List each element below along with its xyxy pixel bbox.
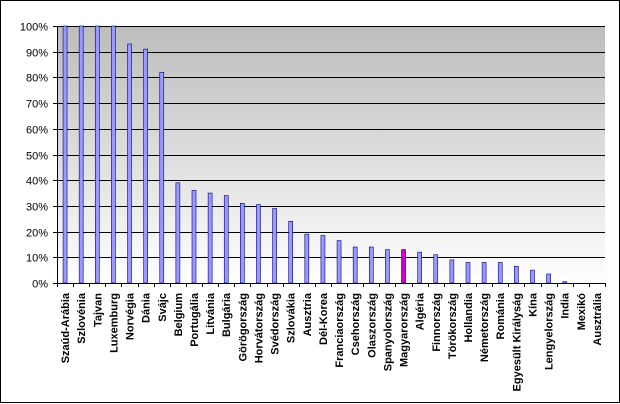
bar	[207, 192, 213, 284]
axes	[53, 26, 606, 287]
x-tick-label: Spanyolország	[382, 293, 394, 371]
bar	[288, 221, 294, 284]
bar	[385, 249, 390, 284]
x-tick-label: Franciaország	[334, 293, 346, 368]
x-tick-label: Norvégia	[125, 292, 137, 340]
bar	[94, 25, 100, 284]
bar	[417, 251, 422, 284]
bar	[143, 48, 148, 284]
bar	[127, 43, 132, 284]
x-tick-label: Németország	[479, 293, 491, 362]
x-tick-label: Svájc	[157, 293, 169, 322]
y-tick-label: 60%	[26, 125, 48, 137]
x-tick-label: Horvátország	[253, 293, 265, 363]
y-tick-label: 70%	[26, 99, 48, 111]
x-tick-label: Magyarország	[399, 293, 411, 367]
x-tick-label: Szlovákia	[286, 292, 298, 343]
plot-area	[57, 26, 605, 283]
x-tick-label: Dánia	[141, 292, 153, 323]
y-tick-label: 80%	[26, 73, 48, 85]
x-tick-label: Törökország	[447, 293, 459, 359]
x-tick-label: Portugália	[189, 292, 201, 347]
y-tick-label: 100%	[20, 22, 48, 34]
x-tick-label: Olaszország	[366, 293, 378, 358]
x-tick-label: India	[560, 292, 572, 319]
x-tick-label: Litvánia	[205, 292, 217, 334]
bar	[336, 240, 342, 284]
bar	[272, 208, 277, 284]
x-tick-label: Ausztrália	[592, 292, 604, 345]
bar	[514, 265, 519, 284]
bar	[368, 246, 374, 284]
bar	[481, 262, 487, 284]
bar	[562, 281, 568, 284]
bar	[433, 254, 439, 284]
x-tick-label: Románia	[495, 292, 507, 339]
x-tick-label: Luxemburg	[108, 293, 120, 353]
y-tick-label: 90%	[26, 48, 48, 60]
x-tick-label: Csehország	[350, 293, 362, 355]
x-tick-labels: Szaúd-Arábia Szlovénia Tajvan Luxemburg Norv…	[60, 292, 604, 391]
bar	[449, 259, 455, 284]
x-tick-label: Mexikó	[576, 293, 588, 331]
x-tick-label: Egyesült Királyság	[511, 293, 523, 391]
y-tick-label: 0%	[32, 279, 48, 291]
x-tick-label: Hollandia	[463, 292, 475, 342]
x-tick-label: Szlovénia	[76, 292, 88, 344]
bar	[497, 262, 503, 284]
bar	[78, 25, 84, 284]
y-tick-label: 20%	[26, 228, 48, 240]
x-tick-label: Kína	[527, 292, 539, 317]
bar	[320, 235, 326, 284]
bar	[465, 262, 471, 284]
x-tick-label: Szaúd-Arábia	[60, 292, 72, 363]
y-tick-label: 30%	[26, 202, 48, 214]
y-tick-labels: 0% 10% 20% 30% 40% 50% 60% 70% 80% 90% 100%	[20, 22, 48, 291]
bar	[546, 273, 551, 284]
bar	[401, 249, 406, 284]
bar	[111, 25, 116, 284]
bar	[223, 195, 229, 284]
x-tick-label: Finnország	[431, 293, 443, 352]
bars	[62, 25, 568, 284]
bar	[304, 233, 310, 284]
bar	[175, 182, 181, 284]
grid-lines	[57, 26, 605, 258]
bar	[240, 203, 245, 284]
x-tick-label: Tajvan	[92, 293, 104, 327]
y-tick-label: 40%	[26, 176, 48, 188]
bar	[256, 204, 261, 284]
x-tick-label: Görögország	[237, 293, 249, 361]
x-tick-label: Svédország	[270, 293, 282, 355]
x-tick-label: Bulgária	[221, 292, 233, 337]
bar	[159, 71, 165, 284]
x-tick-label: Dél-Korea	[318, 292, 330, 345]
x-tick-label: Lengyelország	[544, 293, 556, 370]
bar	[191, 190, 197, 284]
y-tick-label: 10%	[26, 253, 48, 265]
x-tick-label: Ausztria	[302, 292, 314, 336]
bar	[530, 269, 535, 284]
x-tick-label: Belgium	[173, 293, 185, 337]
bar	[62, 25, 68, 284]
x-tick-label: Algéria	[415, 292, 427, 330]
y-tick-label: 50%	[26, 151, 48, 163]
bar	[352, 246, 358, 284]
